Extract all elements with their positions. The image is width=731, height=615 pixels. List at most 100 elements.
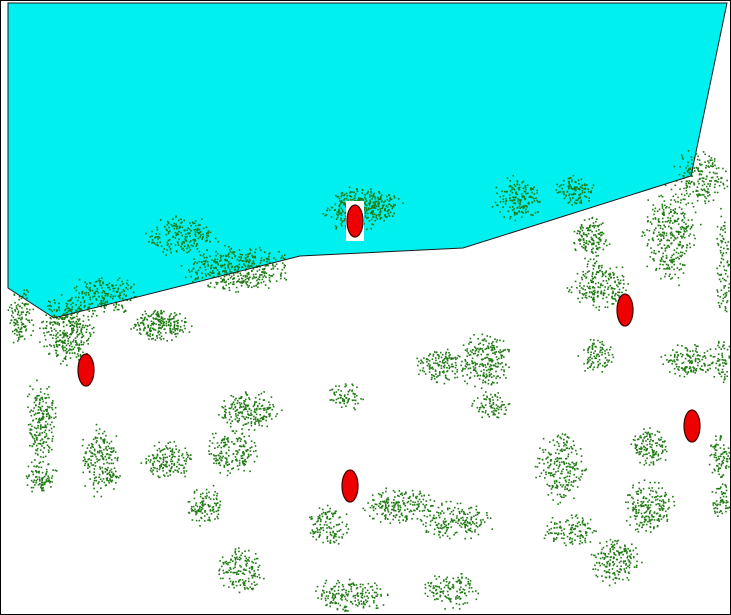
- vegetation-dot: [37, 394, 39, 397]
- vegetation-dot: [258, 398, 261, 401]
- vegetation-dot: [426, 358, 428, 360]
- vegetation-dot: [509, 206, 511, 208]
- vegetation-dot: [691, 219, 693, 221]
- vegetation-dot: [15, 318, 17, 321]
- vegetation-dot: [673, 249, 676, 251]
- vegetation-dot: [478, 349, 481, 351]
- vegetation-dot: [718, 342, 720, 344]
- vegetation-dot: [178, 459, 180, 461]
- vegetation-dot: [97, 450, 99, 453]
- vegetation-dot: [714, 348, 717, 350]
- vegetation-dot: [662, 209, 665, 211]
- vegetation-dot: [461, 370, 463, 372]
- vegetation-dot: [94, 453, 96, 456]
- vegetation-dot: [443, 359, 445, 361]
- vegetation-dot: [230, 403, 233, 406]
- vegetation-dot: [98, 481, 100, 483]
- vegetation-dot: [343, 219, 346, 222]
- vegetation-dot: [106, 469, 108, 471]
- vegetation-dot: [68, 299, 71, 302]
- vegetation-dot: [388, 214, 390, 217]
- vegetation-dot: [589, 241, 591, 243]
- vegetation-dot: [242, 451, 244, 453]
- vegetation-dot: [680, 235, 682, 238]
- vegetation-dot: [470, 341, 472, 343]
- vegetation-dot: [336, 216, 339, 219]
- vegetation-dot: [353, 191, 355, 194]
- vegetation-dot: [673, 210, 676, 213]
- vegetation-dot: [342, 400, 344, 402]
- vegetation-dot: [215, 503, 217, 505]
- vegetation-cluster: [81, 423, 121, 498]
- vegetation-dot: [479, 348, 482, 350]
- vegetation-dot: [195, 224, 197, 227]
- vegetation-dot: [202, 497, 205, 500]
- vegetation-dot: [55, 470, 58, 472]
- vegetation-dot: [87, 319, 90, 321]
- vegetation-dot: [37, 412, 39, 414]
- vegetation-dot: [171, 460, 174, 463]
- vegetation-dot: [72, 324, 75, 327]
- vegetation-cluster: [180, 244, 287, 293]
- vegetation-dot: [498, 357, 500, 360]
- vegetation-dot: [202, 260, 205, 262]
- vegetation-dot: [392, 203, 395, 206]
- vegetation-dot: [250, 409, 253, 412]
- vegetation-dot: [596, 241, 598, 244]
- vegetation-dot: [86, 447, 89, 449]
- vegetation-dot: [715, 367, 717, 369]
- vegetation-dot: [138, 324, 140, 327]
- vegetation-dot: [204, 515, 206, 517]
- vegetation-dot: [369, 199, 371, 201]
- vegetation-dot: [81, 333, 84, 336]
- vegetation-dot: [680, 251, 682, 253]
- vegetation-dot: [724, 241, 727, 244]
- vegetation-dot: [572, 174, 575, 177]
- vegetation-dot: [503, 369, 505, 371]
- vegetation-dot: [231, 430, 234, 432]
- vegetation-dot: [220, 259, 222, 261]
- vegetation-dot: [519, 203, 521, 206]
- vegetation-dot: [372, 216, 374, 218]
- vegetation-dot: [482, 349, 484, 352]
- vegetation-dot: [486, 369, 488, 372]
- vegetation-dot: [590, 190, 592, 192]
- vegetation-dot: [670, 211, 672, 213]
- vegetation-dot: [147, 326, 149, 329]
- vegetation-dot: [94, 285, 96, 287]
- vegetation-dot: [495, 404, 498, 406]
- vegetation-dot: [571, 204, 573, 206]
- vegetation-dot: [662, 228, 664, 230]
- vegetation-dot: [469, 354, 472, 356]
- vegetation-dot: [20, 321, 23, 324]
- vegetation-dot: [171, 456, 173, 459]
- vegetation-dot: [449, 366, 451, 368]
- vegetation-dot: [152, 469, 154, 471]
- vegetation-dot: [245, 442, 247, 444]
- vegetation-dot: [53, 346, 56, 348]
- vegetation-dot: [85, 331, 88, 333]
- vegetation-dot: [44, 334, 46, 337]
- vegetation-dot: [32, 410, 34, 412]
- vegetation-dot: [270, 275, 272, 277]
- vegetation-dot: [455, 364, 457, 367]
- vegetation-dot: [681, 355, 683, 358]
- vegetation-dot: [727, 241, 730, 243]
- vegetation-dot: [464, 359, 466, 361]
- vegetation-dot: [271, 408, 273, 411]
- vegetation-dot: [16, 330, 18, 333]
- vegetation-dot: [612, 274, 615, 276]
- vegetation-dot: [157, 244, 159, 247]
- vegetation-dot: [602, 280, 605, 282]
- vegetation-dot: [682, 211, 684, 214]
- vegetation-dot: [101, 455, 103, 458]
- vegetation-dot: [73, 287, 76, 289]
- vegetation-dot: [94, 465, 97, 467]
- vegetation-dot: [512, 174, 514, 177]
- vegetation-dot: [592, 222, 595, 224]
- vegetation-dot: [36, 447, 39, 450]
- vegetation-dot: [718, 346, 721, 349]
- vegetation-dot: [210, 453, 212, 455]
